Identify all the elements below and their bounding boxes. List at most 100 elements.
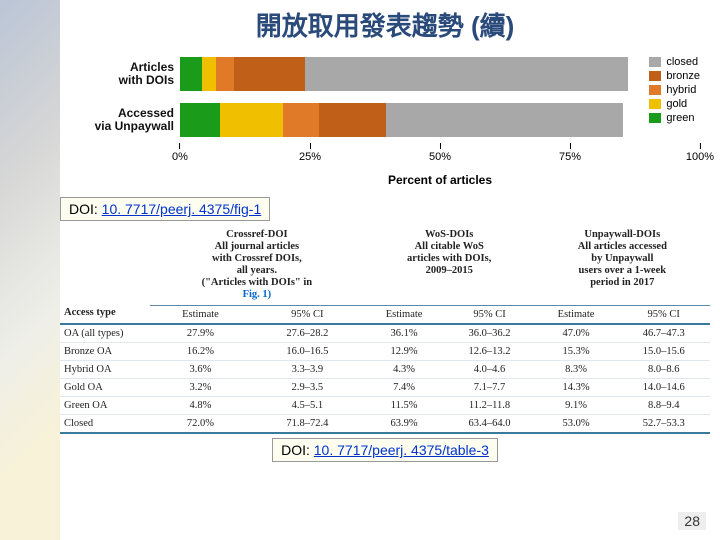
- legend-label: bronze: [666, 69, 700, 83]
- bar-segment-closed: [386, 103, 623, 137]
- cell-value: 3.6%: [150, 361, 251, 379]
- cell-value: 11.5%: [364, 397, 445, 415]
- oa-percentage-chart: Articleswith DOIs Accessedvia Unpaywall c…: [70, 51, 700, 191]
- cell-value: 12.9%: [364, 343, 445, 361]
- cell-value: 8.3%: [535, 361, 618, 379]
- cell-value: 14.0–14.6: [617, 379, 710, 397]
- cell-value: 8.0–8.6: [617, 361, 710, 379]
- legend-item-green: green: [649, 111, 700, 125]
- legend-item-gold: gold: [649, 97, 700, 111]
- col-sub-header: Estimate: [150, 306, 251, 325]
- table-row: Gold OA3.2%2.9–3.57.4%7.1–7.714.3%14.0–1…: [60, 379, 710, 397]
- oa-estimate-table-wrap: Access typeCrossref-DOIAll journal artic…: [60, 227, 710, 434]
- cell-access-type: OA (all types): [60, 324, 150, 343]
- legend-item-bronze: bronze: [649, 69, 700, 83]
- cell-value: 4.8%: [150, 397, 251, 415]
- x-tick: 75%: [559, 143, 581, 163]
- legend-swatch: [649, 99, 661, 109]
- cell-value: 36.0–36.2: [444, 324, 534, 343]
- doi-badge-fig1-wrap: DOI: 10. 7717/peerj. 4375/fig-1: [60, 197, 710, 221]
- cell-value: 9.1%: [535, 397, 618, 415]
- col-header-access-type: Access type: [60, 227, 150, 324]
- bar-segment-hybrid: [216, 57, 234, 91]
- cell-value: 4.3%: [364, 361, 445, 379]
- cell-value: 46.7–47.3: [617, 324, 710, 343]
- cell-value: 2.9–3.5: [251, 379, 364, 397]
- cell-value: 7.4%: [364, 379, 445, 397]
- x-tick: 0%: [172, 143, 188, 163]
- table-row: Bronze OA16.2%16.0–16.512.9%12.6–13.215.…: [60, 343, 710, 361]
- col-sub-header: Estimate: [364, 306, 445, 325]
- cell-value: 27.6–28.2: [251, 324, 364, 343]
- legend-label: green: [666, 111, 694, 125]
- slide-content: 開放取用發表趨勢 (續) Articleswith DOIs Accessedvi…: [60, 0, 710, 540]
- doi-badge-table3[interactable]: DOI: 10. 7717/peerj. 4375/table-3: [272, 438, 498, 462]
- table-row: Hybrid OA3.6%3.3–3.94.3%4.0–4.68.3%8.0–8…: [60, 361, 710, 379]
- slide-title: 開放取用發表趨勢 (續): [60, 6, 710, 43]
- cell-value: 27.9%: [150, 324, 251, 343]
- x-tick: 100%: [686, 143, 714, 163]
- table-row: Green OA4.8%4.5–5.111.5%11.2–11.89.1%8.8…: [60, 397, 710, 415]
- cell-value: 15.3%: [535, 343, 618, 361]
- doi-prefix: DOI:: [69, 201, 102, 217]
- cell-value: 71.8–72.4: [251, 415, 364, 434]
- legend-item-hybrid: hybrid: [649, 83, 700, 97]
- table-row: OA (all types)27.9%27.6–28.236.1%36.0–36…: [60, 324, 710, 343]
- cell-value: 11.2–11.8: [444, 397, 534, 415]
- cell-value: 52.7–53.3: [617, 415, 710, 434]
- doi-prefix: DOI:: [281, 442, 314, 458]
- bar-track: [180, 57, 628, 91]
- cell-access-type: Green OA: [60, 397, 150, 415]
- doi-link: 10. 7717/peerj. 4375/table-3: [314, 442, 489, 458]
- decorative-left-strip: [0, 0, 60, 540]
- cell-value: 7.1–7.7: [444, 379, 534, 397]
- bar-row: Articleswith DOIs: [70, 51, 628, 97]
- bar-track: [180, 103, 628, 137]
- x-tick: 25%: [299, 143, 321, 163]
- cell-access-type: Bronze OA: [60, 343, 150, 361]
- legend-swatch: [649, 71, 661, 81]
- cell-value: 14.3%: [535, 379, 618, 397]
- legend-swatch: [649, 85, 661, 95]
- cell-value: 16.0–16.5: [251, 343, 364, 361]
- chart-legend: closedbronzehybridgoldgreen: [649, 55, 700, 125]
- bar-row: Accessedvia Unpaywall: [70, 97, 628, 143]
- cell-value: 72.0%: [150, 415, 251, 434]
- cell-value: 36.1%: [364, 324, 445, 343]
- bar-segment-green: [180, 57, 202, 91]
- bar-segment-green: [180, 103, 220, 137]
- cell-value: 4.5–5.1: [251, 397, 364, 415]
- legend-swatch: [649, 57, 661, 67]
- x-axis-title: Percent of articles: [180, 173, 700, 187]
- doi-badge-fig1[interactable]: DOI: 10. 7717/peerj. 4375/fig-1: [60, 197, 270, 221]
- oa-estimate-table: Access typeCrossref-DOIAll journal artic…: [60, 227, 710, 434]
- table-row: Closed72.0%71.8–72.463.9%63.4–64.053.0%5…: [60, 415, 710, 434]
- cell-value: 15.0–15.6: [617, 343, 710, 361]
- cell-value: 3.2%: [150, 379, 251, 397]
- cell-value: 53.0%: [535, 415, 618, 434]
- col-group-header: WoS-DOIsAll citable WoSarticles with DOI…: [364, 227, 535, 306]
- bars-area: Articleswith DOIs Accessedvia Unpaywall: [70, 51, 628, 143]
- doi-badge-table3-wrap: DOI: 10. 7717/peerj. 4375/table-3: [60, 438, 710, 462]
- legend-swatch: [649, 113, 661, 123]
- legend-label: gold: [666, 97, 687, 111]
- legend-item-closed: closed: [649, 55, 700, 69]
- x-axis: 0%25%50%75%100%: [180, 143, 700, 173]
- bar-segment-bronze: [234, 57, 306, 91]
- bar-segment-gold: [220, 103, 283, 137]
- cell-value: 3.3–3.9: [251, 361, 364, 379]
- col-group-header: Unpaywall-DOIsAll articles accessedby Un…: [535, 227, 710, 306]
- bar-segment-gold: [202, 57, 215, 91]
- bar-label: Accessedvia Unpaywall: [70, 107, 180, 133]
- legend-label: hybrid: [666, 83, 696, 97]
- cell-value: 63.9%: [364, 415, 445, 434]
- col-sub-header: 95% CI: [617, 306, 710, 325]
- bar-label: Articleswith DOIs: [70, 61, 180, 87]
- doi-link: 10. 7717/peerj. 4375/fig-1: [102, 201, 262, 217]
- cell-access-type: Closed: [60, 415, 150, 434]
- bar-segment-hybrid: [283, 103, 319, 137]
- col-sub-header: 95% CI: [251, 306, 364, 325]
- cell-value: 12.6–13.2: [444, 343, 534, 361]
- cell-value: 4.0–4.6: [444, 361, 534, 379]
- bar-segment-bronze: [319, 103, 386, 137]
